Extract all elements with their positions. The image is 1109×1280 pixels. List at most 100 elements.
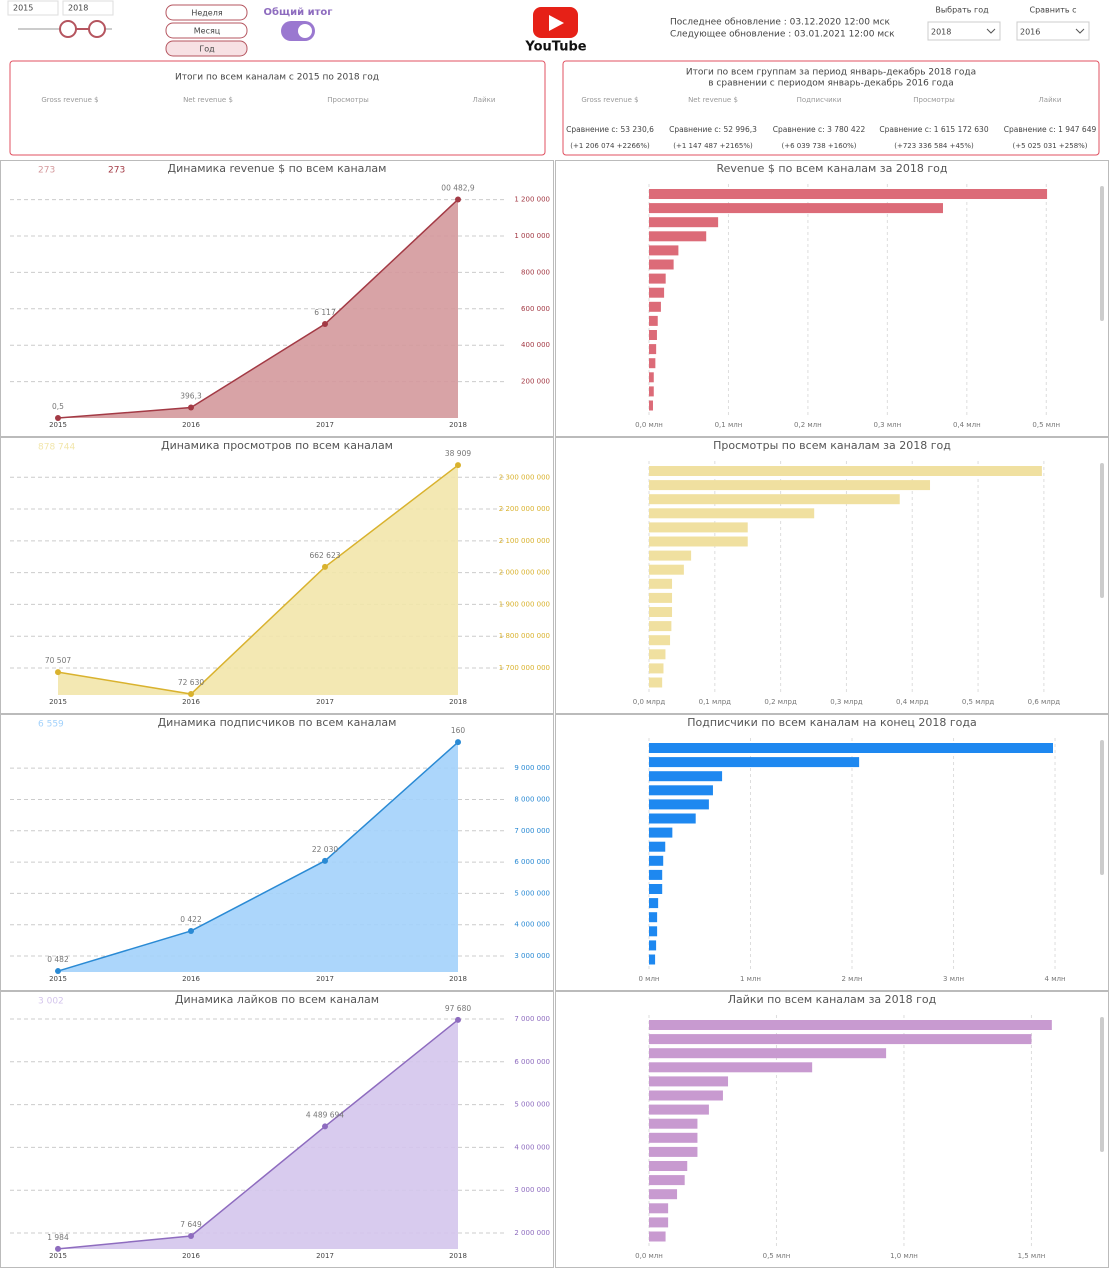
x-tick-label: 0,0 млн [635,421,663,429]
bar [649,1090,723,1101]
button-label[interactable]: Неделя [191,9,223,18]
value-label: 160 [451,726,466,735]
kpi-delta: (+1 147 487 +2165%) [673,142,753,150]
value-label: 72 630 [178,678,204,687]
button-label[interactable]: Год [199,45,215,54]
x-tick-label: 2015 [49,1252,67,1260]
x-tick-label: 2015 [49,421,67,429]
scrollbar [1100,186,1104,321]
kpi-delta: (+1 206 074 +2266%) [570,142,650,150]
slider-handle[interactable] [88,20,106,38]
period-card [562,60,1100,156]
bar [649,480,931,491]
x-tick-label: 2015 [49,975,67,983]
y-tick-label: 1 200 000 [514,196,550,204]
kpi-label: Net revenue $ [183,96,233,104]
bar [649,607,673,617]
value-label: 396,3 [180,392,202,401]
y-tick-label: 3 000 000 [514,1186,550,1194]
x-tick-label: 2018 [449,1252,467,1260]
x-tick-label: 0,1 млн [715,421,743,429]
bar [649,522,748,533]
y-tick-label: 200 000 [521,378,550,386]
bar [649,912,658,923]
chart-panel [555,437,1109,714]
chart-panel [555,714,1109,991]
slider-handle[interactable] [59,20,77,38]
bar [649,757,860,768]
x-tick-label: 2018 [449,421,467,429]
button-label[interactable]: Месяц [194,27,221,36]
x-tick-label: 2016 [182,1252,200,1260]
logo-text: YouTube [524,40,586,55]
bar [649,189,1048,199]
x-tick-label: 0,2 млн [794,421,822,429]
scrollbar [1100,463,1104,598]
bar [649,301,661,312]
bar [649,231,707,242]
year-slicer[interactable]: 2015 2018 [7,0,114,38]
select-year[interactable] [927,21,1001,41]
bar [649,1048,887,1059]
kpi-label: Просмотры [327,96,368,104]
x-tick-label: 0,1 млрд [699,698,732,706]
bar [649,203,943,214]
y-tick-label: 1 700 000 000 [499,664,550,672]
line [57,741,459,972]
year-from-box [7,0,59,16]
point [455,196,461,203]
year-from: 2015 [13,4,33,13]
y-tick-label: 4 000 000 [514,921,550,929]
chart-panel [555,160,1109,437]
bar [649,259,674,270]
button[interactable] [165,40,248,57]
x-tick-label: 0,3 млрд [830,698,863,706]
chart-title: Подписчики по всем каналам на конец 2018… [687,716,976,729]
x-tick-label: 2015 [49,698,67,706]
bar [649,536,748,547]
bar [649,926,658,937]
bar [649,855,664,866]
compare-select[interactable] [1016,21,1090,41]
y-tick-label: 6 000 000 [514,858,550,866]
bar [649,1076,729,1087]
compare-label: Сравнить с [1029,6,1076,15]
x-tick-label: 2016 [182,421,200,429]
x-tick-label: 2017 [316,1252,334,1260]
bar [649,217,719,228]
chart-title: Revenue $ по всем каналам за 2018 год [717,162,948,175]
bar [649,1146,698,1157]
year-to: 2018 [68,4,88,13]
select-year-value: 2018 [931,28,951,37]
value-label: 0,5 [52,402,64,411]
point [188,404,194,411]
point [322,857,328,864]
y-tick-label: 7 000 000 [514,1015,550,1023]
chart-title: Динамика revenue $ по всем каналам [168,162,387,175]
bar [649,813,696,824]
bar [649,508,815,519]
bar [649,1104,709,1115]
point [322,321,328,328]
bar [649,677,663,688]
y-tick-label: 3 000 000 [514,952,550,960]
bar [649,1034,1032,1045]
x-tick-label: 2017 [316,421,334,429]
bar [649,578,673,589]
x-tick-label: 2017 [316,698,334,706]
kpi-label: Лайки [1039,96,1062,104]
corner-label: 273 [108,166,125,176]
bar [649,494,900,505]
button[interactable] [165,4,248,21]
bar [649,663,664,674]
bar [649,1118,698,1129]
totals-card [9,60,546,156]
chart-title: Динамика подписчиков по всем каналам [158,716,397,729]
kpi-label: Net revenue $ [688,96,738,104]
value-label: 0 482 [47,955,69,964]
button[interactable] [165,22,248,39]
x-tick-label: 2018 [449,698,467,706]
y-tick-label: 2 200 000 000 [499,505,550,513]
x-tick-label: 0 млн [638,975,659,983]
bar [649,1231,666,1242]
